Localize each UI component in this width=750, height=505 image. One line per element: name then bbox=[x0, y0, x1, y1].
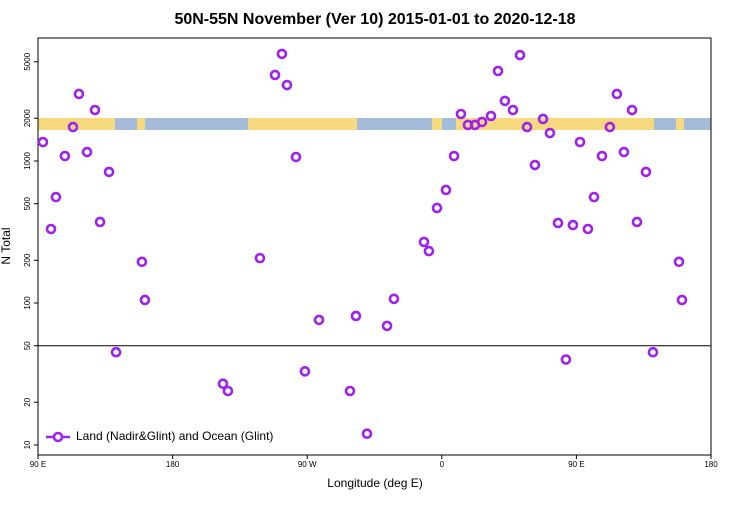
land-band bbox=[432, 118, 442, 130]
point bbox=[537, 113, 549, 125]
point bbox=[269, 69, 281, 81]
point bbox=[552, 217, 564, 229]
point bbox=[448, 150, 460, 162]
y-tick-label: 200 bbox=[23, 253, 32, 267]
point bbox=[350, 310, 362, 322]
x-tick-label: 90 E bbox=[568, 460, 584, 469]
point bbox=[560, 354, 572, 365]
point bbox=[290, 151, 302, 163]
point bbox=[73, 88, 85, 100]
point bbox=[647, 346, 659, 358]
point bbox=[67, 121, 79, 133]
point bbox=[455, 108, 467, 120]
point bbox=[388, 293, 400, 305]
legend-marker bbox=[52, 431, 64, 443]
point bbox=[136, 256, 148, 268]
point bbox=[281, 79, 293, 91]
point bbox=[574, 136, 586, 148]
point bbox=[254, 252, 266, 264]
y-tick-label: 5000 bbox=[23, 52, 32, 70]
point bbox=[440, 184, 452, 196]
land-band bbox=[248, 118, 357, 130]
y-tick-label: 50 bbox=[23, 341, 32, 350]
point bbox=[59, 150, 71, 162]
y-tick-label: 10 bbox=[23, 440, 32, 449]
point bbox=[582, 223, 594, 235]
land-band bbox=[676, 118, 684, 130]
land-ocean-band bbox=[38, 118, 711, 130]
point bbox=[381, 320, 393, 332]
point bbox=[476, 116, 488, 128]
point bbox=[499, 95, 511, 107]
point bbox=[631, 216, 643, 228]
point bbox=[588, 191, 600, 203]
point bbox=[604, 121, 616, 133]
point bbox=[50, 191, 62, 203]
point bbox=[676, 294, 688, 306]
point bbox=[276, 48, 288, 60]
point bbox=[361, 428, 373, 440]
y-tick-label: 500 bbox=[23, 197, 32, 211]
x-tick-label: 180 bbox=[166, 460, 180, 469]
y-tick-label: 2000 bbox=[23, 109, 32, 127]
point bbox=[45, 223, 57, 235]
point bbox=[673, 256, 685, 268]
point bbox=[344, 385, 356, 397]
plot-frame bbox=[37, 37, 712, 456]
x-tick-label: 0 bbox=[440, 460, 445, 469]
x-tick-label: 90 W bbox=[298, 460, 317, 469]
x-tick-label: 180 bbox=[704, 460, 718, 469]
y-tick-label: 1000 bbox=[23, 152, 32, 170]
point bbox=[529, 159, 541, 171]
y-tick-label: 20 bbox=[23, 397, 32, 406]
point bbox=[640, 166, 652, 178]
point bbox=[423, 245, 435, 257]
point bbox=[299, 366, 311, 377]
land-band bbox=[137, 118, 145, 130]
x-axis-label: Longitude (deg E) bbox=[327, 476, 422, 490]
point bbox=[507, 104, 519, 116]
point bbox=[618, 146, 630, 158]
y-axis-label: N Total bbox=[0, 227, 13, 264]
point bbox=[139, 294, 151, 306]
point bbox=[611, 88, 623, 100]
point bbox=[626, 104, 638, 116]
x-tick-label: 90 E bbox=[30, 460, 46, 469]
point bbox=[103, 166, 115, 178]
point bbox=[521, 121, 533, 133]
point bbox=[110, 346, 122, 358]
point bbox=[492, 65, 504, 77]
point bbox=[222, 385, 234, 397]
point bbox=[217, 378, 229, 390]
point bbox=[89, 104, 101, 116]
land-band bbox=[456, 118, 654, 130]
chart-title: 50N-55N November (Ver 10) 2015-01-01 to … bbox=[174, 11, 575, 28]
point bbox=[514, 49, 526, 61]
point bbox=[567, 219, 579, 231]
point bbox=[596, 150, 608, 162]
point bbox=[81, 146, 93, 158]
point bbox=[37, 136, 49, 148]
point bbox=[313, 314, 325, 326]
y-tick-label: 100 bbox=[23, 296, 32, 310]
point bbox=[485, 110, 497, 122]
point bbox=[431, 202, 443, 214]
point bbox=[94, 216, 106, 228]
point bbox=[544, 127, 556, 139]
point bbox=[418, 236, 430, 248]
legend-label: Land (Nadir&Glint) and Ocean (Glint) bbox=[76, 429, 273, 443]
